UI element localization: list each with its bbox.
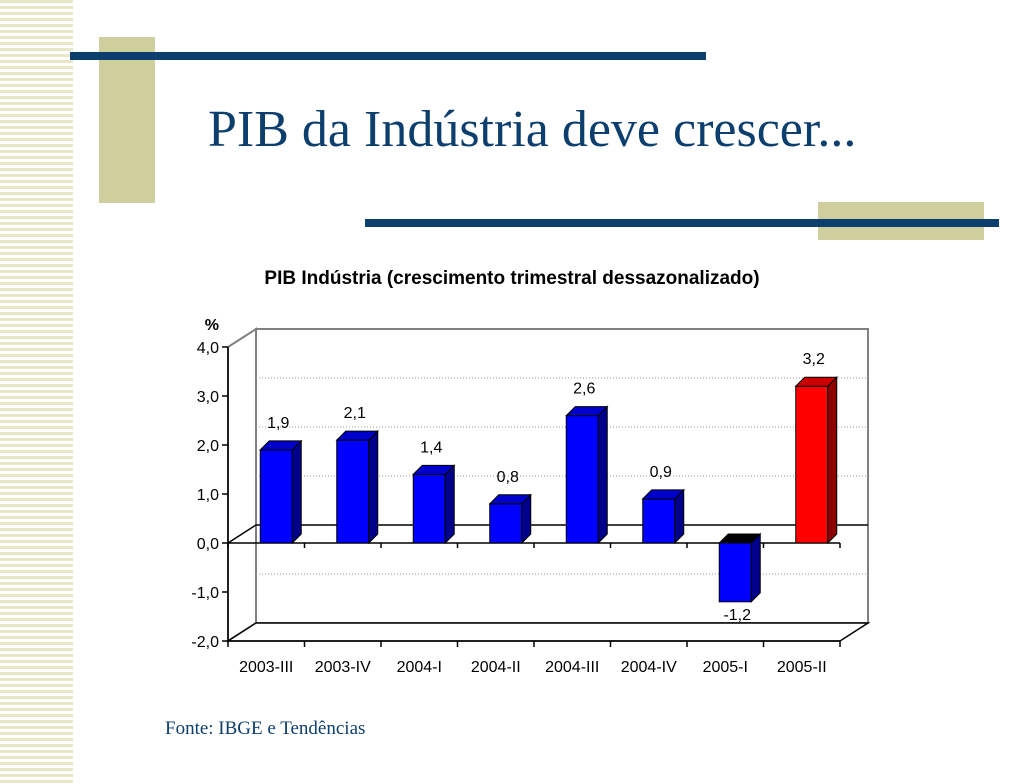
data-label: 1,4 [420,439,442,456]
y-axis-unit-label: % [205,317,219,334]
bar-side [750,532,761,604]
x-category-label: 2004-III [545,659,599,676]
data-label: 2,1 [344,405,366,422]
bar [718,542,752,603]
bar [565,415,599,544]
striped-side-decoration [0,0,73,784]
bar-side [291,439,302,545]
bottom-accent-line [365,219,999,227]
bar-top [259,440,303,451]
bar-side [444,464,455,545]
chart-title: PIB Indústria (crescimento trimestral de… [264,268,760,289]
bar-top [565,406,609,417]
x-category-label: 2004-IV [621,659,677,676]
bar-top [335,430,379,441]
bar [489,503,523,544]
slide-title: PIB da Indústria deve crescer... [208,101,857,158]
bar [259,449,293,544]
bar-top [488,494,532,505]
data-label: 0,9 [650,464,672,481]
x-category-label: 2005-I [703,659,748,676]
bar [336,439,370,544]
bar-top [794,376,838,387]
y-tick-label: 3,0 [197,389,219,406]
x-category-label: 2003-IV [315,659,371,676]
y-tick-label: 4,0 [197,340,219,357]
data-label: -1,2 [723,607,751,624]
source-note: Fonte: IBGE e Tendências [165,718,366,739]
bar-side [368,429,379,545]
y-tick-label: 0,0 [197,536,219,553]
top-accent-line [70,52,706,60]
x-category-label: 2004-I [397,659,442,676]
bar [795,385,829,544]
data-label: 0,8 [497,469,519,486]
y-tick-label: -2,0 [191,634,219,651]
data-label: 2,6 [573,381,595,398]
y-tick-label: -1,0 [191,585,219,602]
bar [642,498,676,544]
bar-top [718,533,762,544]
x-category-label: 2004-II [471,659,521,676]
top-left-accent-block [99,37,155,203]
x-category-label: 2005-II [777,659,827,676]
chart-floor [225,622,871,642]
x-category-label: 2003-III [239,659,293,676]
bar-top [641,489,685,500]
y-tick-label: 1,0 [197,487,219,504]
bar-side [597,405,608,545]
chart-side-wall [227,327,257,643]
y-tick-label: 2,0 [197,438,219,455]
data-label: 1,9 [267,415,289,432]
data-label: 3,2 [803,351,825,368]
bar [412,473,446,544]
bar-side [827,375,838,545]
bar-top [412,464,456,475]
zero-line-depth [227,524,257,544]
